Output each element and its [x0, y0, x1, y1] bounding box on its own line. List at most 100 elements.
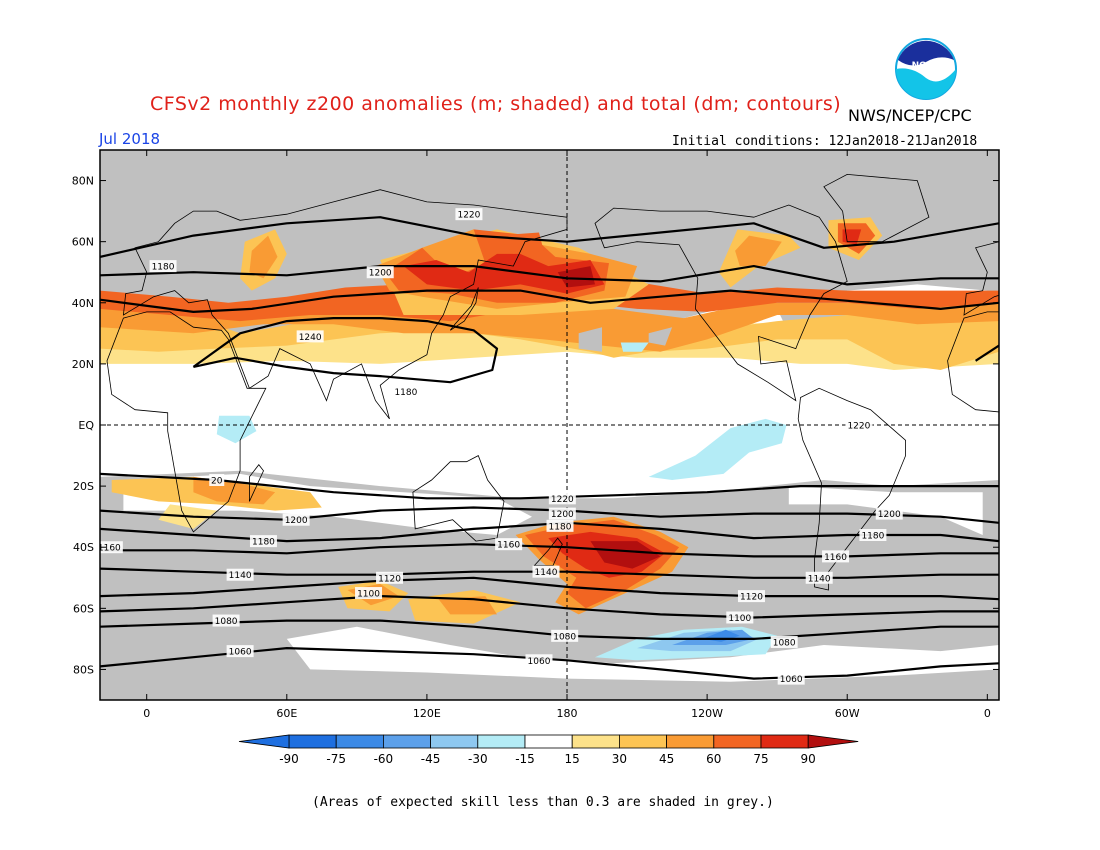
colorbar: -90 -75 -60 -45 -30 -15 15 30 45 60 75 90	[238, 734, 859, 766]
contour-label: 1240	[345, 52, 368, 62]
coastline	[248, 464, 264, 502]
month-label: Jul 2018	[98, 130, 160, 148]
coastline	[106, 311, 267, 533]
colorbar-label: 45	[659, 752, 674, 766]
anomaly-shaded-area	[403, 253, 605, 294]
lon-tick-label: 0	[143, 707, 150, 720]
contour-label-bg	[100, 541, 123, 554]
contour-line	[100, 216, 999, 258]
lat-tick-label: 40S	[73, 541, 94, 554]
contour-label: 1220	[847, 422, 870, 432]
contour-line	[100, 289, 999, 313]
contour-label: 1140	[535, 568, 558, 578]
coastline	[533, 537, 563, 566]
skill-footnote: (Areas of expected skill less than 0.3 a…	[312, 795, 774, 810]
contour-label-bg	[296, 330, 324, 343]
contour-label-bg	[546, 519, 574, 532]
anomaly-shading	[100, 217, 999, 682]
contour-label: 1180	[252, 538, 275, 548]
anomaly-shaded-area	[620, 342, 649, 352]
contour-label-bg	[209, 474, 225, 486]
colorbar-box	[571, 734, 620, 749]
contour-label: 1160	[497, 541, 520, 551]
contour-label: 1180	[549, 522, 572, 532]
contour-label: 1080	[773, 638, 796, 648]
lon-tick-label: 60E	[276, 707, 297, 720]
lat-tick-label: 60S	[73, 602, 94, 615]
lon-tick-label: 120E	[413, 707, 441, 720]
contour-label-bg	[149, 260, 177, 273]
coastline	[594, 204, 848, 402]
colorbar-label: 90	[801, 752, 816, 766]
colorbar-box	[713, 734, 762, 749]
lat-tick-label: 20S	[73, 480, 94, 493]
axis-ticks: 80N 60N 40N 20N EQ 20S 40S 60S 80S 0 60E 120E 180 120…	[72, 150, 999, 720]
contour-label: 1120	[740, 593, 763, 603]
contour-label-bg	[777, 672, 805, 685]
contour-line	[192, 317, 499, 384]
colorbar-label: 60	[706, 752, 721, 766]
contour-line	[100, 265, 999, 286]
contour-label-bg	[770, 635, 798, 648]
colorbar-label: 30	[612, 752, 627, 766]
contour-label-bg	[455, 208, 483, 221]
colorbar-label: -30	[468, 752, 488, 766]
contour-label: 1060	[528, 657, 551, 667]
colorbar-label: -60	[374, 752, 394, 766]
contour-label-bg	[532, 565, 560, 578]
noaa-logo-text: NOAA	[912, 61, 941, 71]
contour-label: 1100	[357, 590, 380, 600]
contour-label-bg	[548, 492, 576, 505]
coastline	[1090, 465, 1100, 502]
contour-label: 1200	[369, 269, 392, 279]
low-skill-area	[578, 327, 602, 352]
lat-tick-label: EQ	[78, 419, 94, 432]
lat-tick-label: 80N	[72, 175, 94, 188]
neutral-anomaly-area	[100, 342, 999, 499]
neutral-anomaly-area	[788, 486, 983, 535]
colorbar-label: 75	[753, 752, 768, 766]
coastline	[412, 455, 505, 542]
colorbar-box	[666, 734, 715, 749]
contour-label: 1220	[457, 211, 480, 221]
contour-label-bg	[226, 645, 254, 658]
colorbar-label: -90	[279, 752, 299, 766]
contour-label: 1200	[878, 510, 901, 520]
lon-tick-label: 0	[984, 707, 991, 720]
contour-label: 1060	[229, 648, 252, 658]
noaa-logo: NOAA	[895, 38, 957, 100]
colorbar-box	[382, 734, 431, 749]
contour-label-bg	[226, 568, 254, 581]
contour-line	[100, 543, 999, 558]
contour-label: 1180	[394, 388, 417, 398]
lat-tick-label: 80S	[73, 663, 94, 676]
contour-label-bg	[726, 611, 754, 624]
contour-label-bg	[282, 513, 310, 526]
contour-label-bg	[355, 587, 383, 600]
anomaly-shaded-area	[590, 541, 661, 569]
contour-label-bg	[805, 571, 833, 584]
contour-label: 1200	[551, 510, 574, 520]
contour-label-bg	[212, 614, 240, 627]
contour-label-bg	[737, 590, 765, 603]
anomaly-shaded-area	[249, 235, 278, 279]
lat-tick-label: 60N	[72, 236, 94, 249]
map-panel: 1180118011801200120012001220122012201220…	[100, 49, 1100, 700]
colorbar-box	[477, 734, 526, 749]
contour-label-bg	[366, 266, 394, 279]
contour-label: 1100	[728, 614, 751, 624]
contour-label: 1140	[808, 574, 831, 584]
low-skill-area	[648, 327, 673, 346]
contour-label-bg	[343, 49, 370, 61]
contour-label-bg	[249, 535, 277, 548]
colorbar-box	[335, 734, 384, 749]
contour-line	[100, 647, 999, 680]
contour-line	[100, 595, 999, 619]
total-height-contours: 1180118011801200120012001220122012201220…	[100, 49, 999, 685]
lon-tick-label: 180	[557, 707, 578, 720]
contour-label-bg	[525, 654, 553, 667]
colorbar-label: -45	[421, 752, 441, 766]
contour-label-bg	[551, 629, 579, 642]
contour-line	[975, 344, 999, 362]
colorbar-label: -15	[515, 752, 535, 766]
